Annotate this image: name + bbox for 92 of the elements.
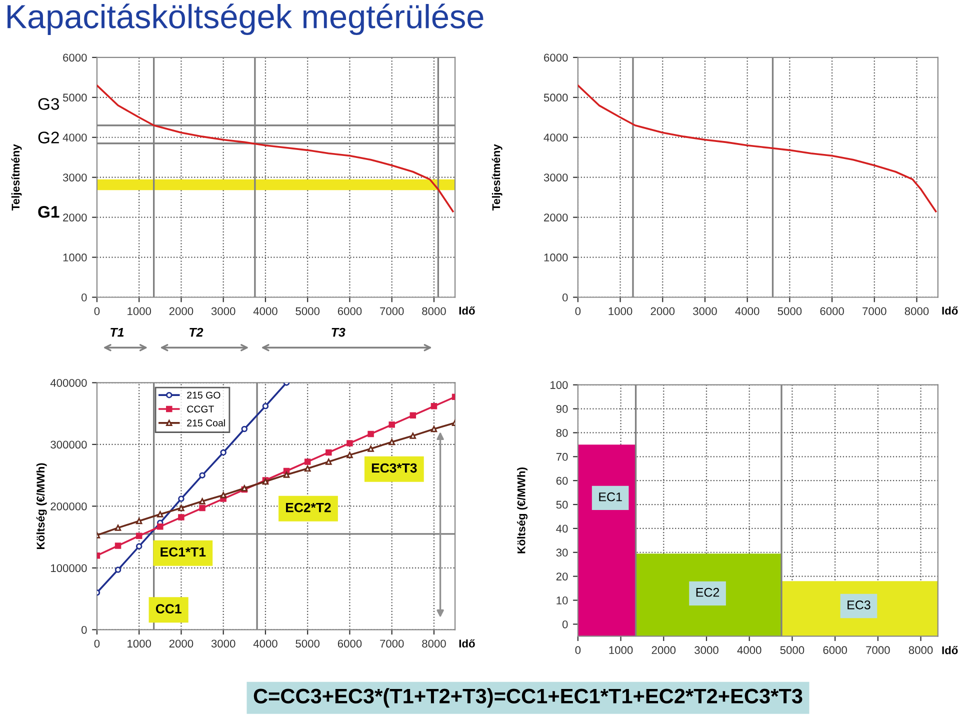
y-tick-label: 4000 — [62, 134, 87, 142]
x-tick-label: 0 — [94, 640, 100, 648]
y-tick-label: 2000 — [63, 214, 87, 222]
x-axis-title: Idő — [942, 306, 958, 315]
x-tick-label: 8000 — [422, 640, 446, 648]
annotation: CC1 — [156, 604, 182, 614]
x-tick-label: 5000 — [296, 307, 320, 316]
y-tick-label: 20 — [556, 572, 568, 580]
text: G1 — [38, 206, 60, 218]
text: G2 — [38, 132, 59, 144]
x-tick-label: 3000 — [693, 307, 717, 316]
x-tick-label: 4000 — [735, 307, 760, 316]
y-tick-label: 5000 — [62, 94, 87, 102]
y-tick-label: 80 — [556, 428, 568, 437]
y-tick-label: 400000 — [50, 378, 87, 387]
y-tick-label: 1000 — [544, 254, 568, 262]
y-tick-label: 4000 — [544, 134, 568, 142]
x-tick-label: 7000 — [380, 307, 404, 316]
y-tick-label: 60 — [556, 476, 568, 485]
x-tick-label: 8000 — [904, 307, 929, 316]
x-tick-label: 6000 — [338, 640, 362, 648]
x-tick-label: 6000 — [823, 646, 847, 654]
x-tick-label: 6000 — [338, 307, 362, 316]
x-tick-label: 1000 — [609, 646, 633, 654]
y-axis-title: Költség (€/MWh) — [517, 468, 528, 554]
y-tick-label: 6000 — [544, 54, 568, 62]
x-tick-label: 2000 — [169, 640, 194, 648]
y-axis-title: Teljesítmény — [11, 144, 22, 210]
annotation: EC3*T3 — [372, 463, 417, 473]
text: T3 — [332, 328, 346, 337]
text: T2 — [190, 328, 204, 337]
y-tick-label: 10 — [556, 596, 568, 604]
x-tick-label: 1000 — [608, 307, 632, 316]
x-tick-label: 5000 — [778, 307, 802, 316]
x-tick-label: 4000 — [737, 646, 762, 654]
y-tick-label: 0 — [562, 294, 568, 302]
annotation: EC1 — [599, 492, 622, 502]
annotation: EC1*T1 — [160, 547, 206, 557]
y-tick-label: 30 — [556, 548, 568, 557]
x-axis-title: Idő — [942, 646, 958, 654]
y-axis-title: Költség (€/MWh) — [36, 463, 47, 549]
y-tick-label: 3000 — [62, 174, 87, 182]
y-tick-label: 0 — [562, 620, 568, 628]
annotation: EC2 — [696, 588, 720, 597]
y-axis-title: Teljesítmény — [492, 144, 502, 210]
x-tick-label: 1000 — [128, 640, 152, 648]
x-tick-label: 3000 — [211, 640, 236, 648]
annotation: EC2*T2 — [286, 502, 331, 512]
x-tick-label: 8000 — [908, 646, 933, 654]
y-tick-label: 70 — [556, 452, 568, 461]
y-tick-label: 40 — [556, 524, 568, 533]
x-tick-label: 5000 — [780, 646, 804, 654]
text: T1 — [110, 328, 124, 337]
x-tick-label: 1000 — [128, 307, 152, 316]
x-tick-label: 4000 — [253, 307, 278, 316]
x-tick-label: 2000 — [650, 307, 675, 316]
y-tick-label: 2000 — [544, 214, 568, 222]
y-tick-label: 0 — [81, 294, 87, 302]
x-tick-label: 2000 — [169, 307, 194, 316]
x-tick-label: 0 — [575, 307, 581, 316]
y-tick-label: 50 — [556, 500, 568, 509]
y-tick-label: 1000 — [63, 254, 87, 262]
x-tick-label: 7000 — [862, 307, 886, 316]
y-tick-label: 0 — [81, 626, 87, 634]
y-tick-label: 200000 — [50, 502, 87, 510]
y-tick-label: 100 — [550, 381, 568, 389]
y-tick-label: 5000 — [544, 94, 568, 102]
chart-title: Kapacitásköltségek megtérülése — [8, 4, 484, 36]
x-tick-label: 7000 — [380, 640, 404, 648]
y-tick-label: 6000 — [63, 54, 87, 62]
x-tick-label: 8000 — [422, 307, 446, 316]
x-tick-label: 0 — [94, 307, 100, 316]
x-tick-label: 0 — [575, 646, 581, 654]
x-tick-label: 6000 — [820, 307, 844, 316]
x-tick-label: 7000 — [866, 646, 890, 654]
x-tick-label: 5000 — [296, 640, 320, 648]
x-tick-label: 4000 — [253, 640, 278, 648]
y-tick-label: 3000 — [544, 174, 568, 182]
legend-label: 215 Coal — [187, 419, 225, 426]
y-tick-label: 90 — [556, 405, 568, 413]
x-axis-title: Idő — [459, 639, 475, 648]
legend-label: CCGT — [187, 406, 214, 413]
x-tick-label: 2000 — [652, 646, 676, 654]
y-tick-label: 300000 — [50, 440, 87, 449]
x-axis-title: Idő — [459, 306, 475, 315]
x-tick-label: 3000 — [211, 307, 236, 316]
legend-label: 215 GO — [187, 392, 220, 399]
annotation: EC3 — [848, 600, 870, 610]
y-tick-label: 100000 — [51, 564, 87, 572]
x-tick-label: 3000 — [694, 646, 718, 654]
text: G3 — [38, 98, 60, 110]
text: C=CC3+EC3*(T1+T2+T3)=CC1+EC1*T1+EC2*T2+EC3*T3 — [254, 688, 802, 708]
